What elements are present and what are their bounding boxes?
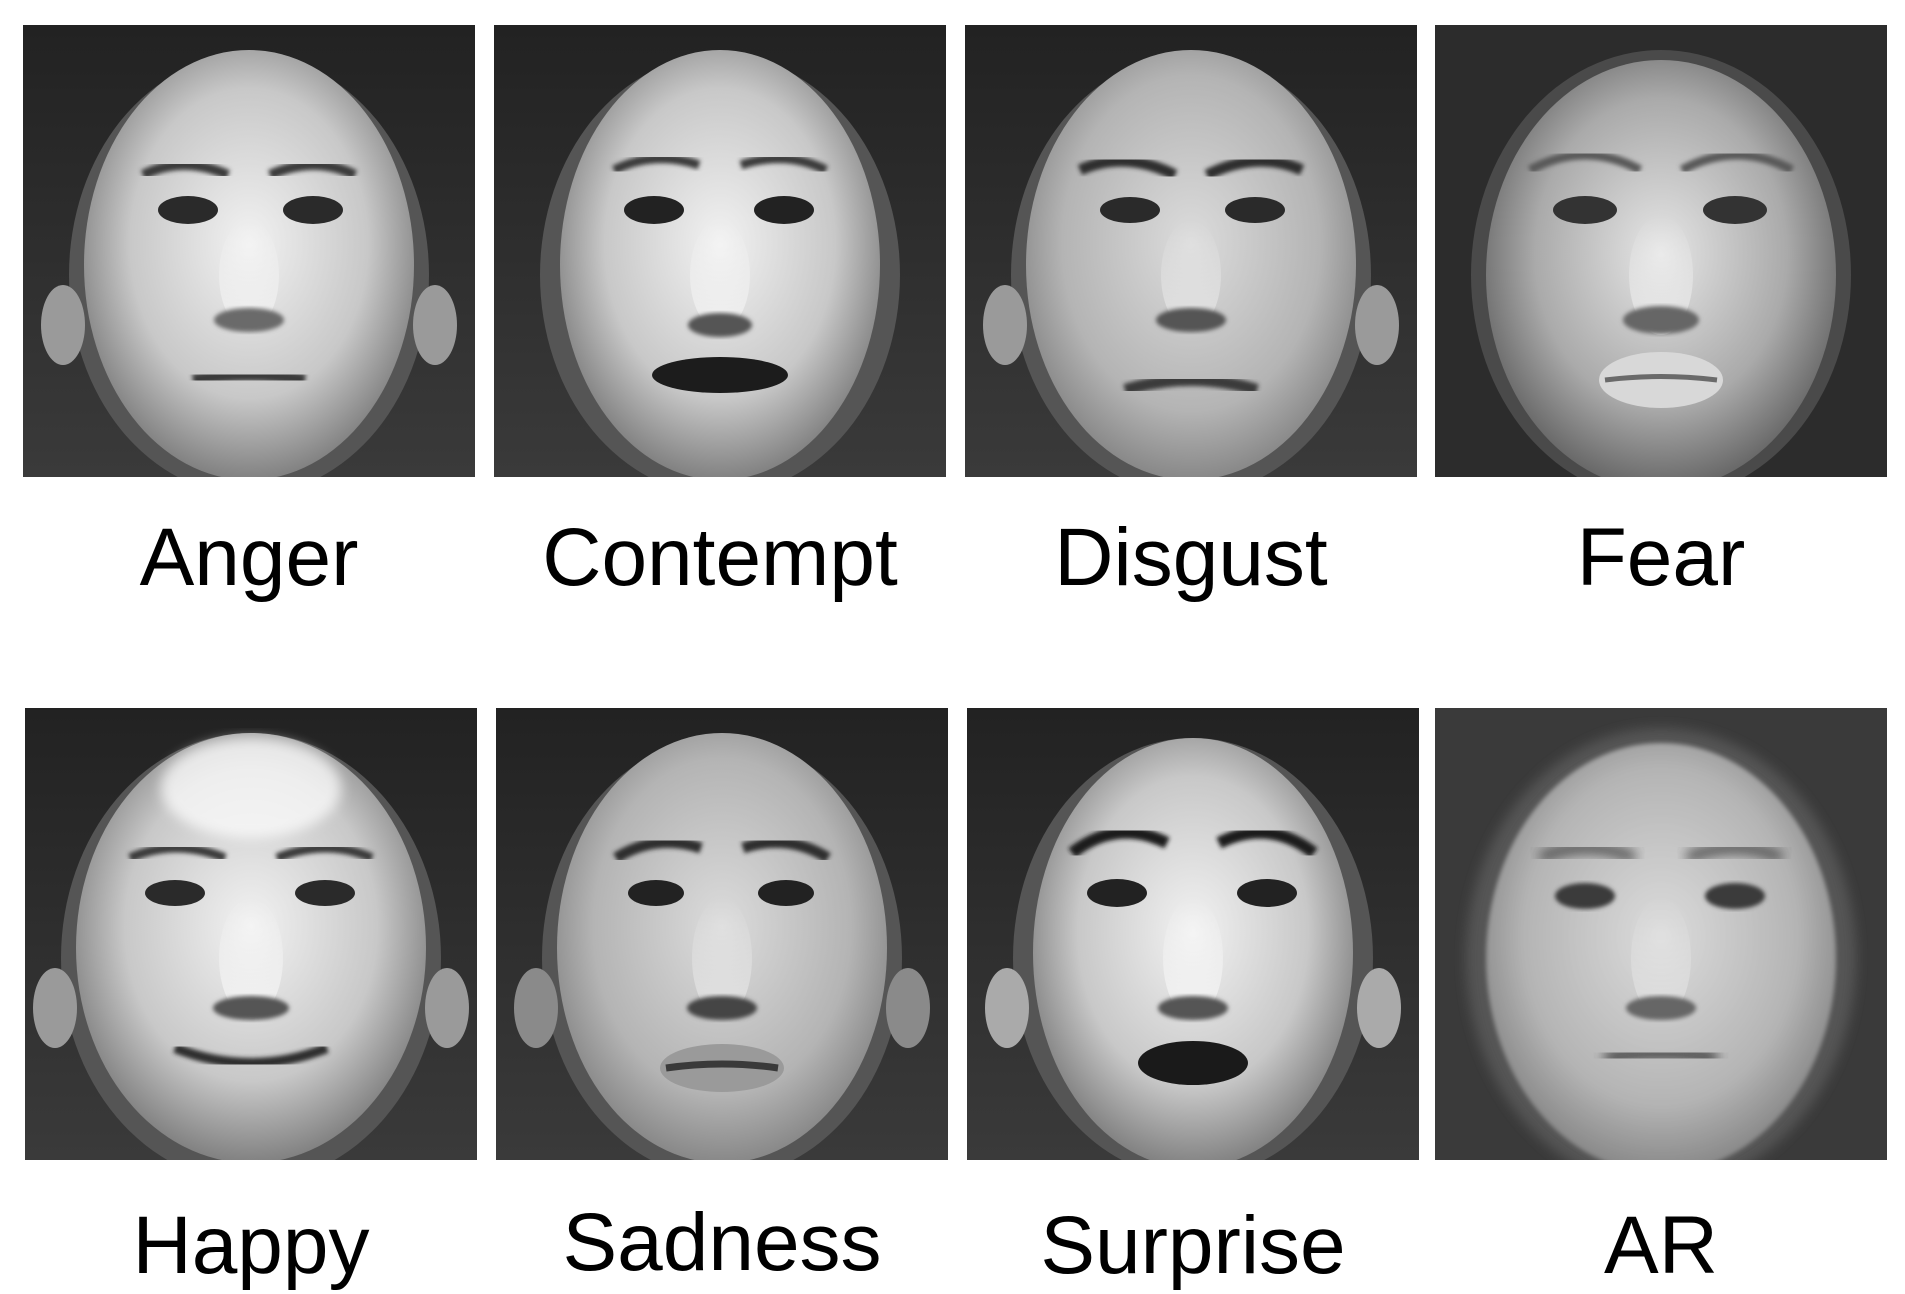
label-anger: Anger (139, 512, 359, 603)
face-image-disgust (965, 25, 1417, 477)
face-image-contempt (494, 25, 946, 477)
face-image-surprise (967, 708, 1419, 1160)
label-fear: Fear (1576, 512, 1746, 603)
label-sadness: Sadness (562, 1197, 882, 1288)
face-image-fear (1435, 25, 1887, 477)
label-happy: Happy (132, 1200, 370, 1291)
label-contempt: Contempt (542, 512, 898, 603)
label-ar: AR (1604, 1200, 1718, 1291)
label-disgust: Disgust (1054, 512, 1328, 603)
face-image-sadness (496, 708, 948, 1160)
face-image-anger (23, 25, 475, 477)
label-surprise: Surprise (1040, 1200, 1346, 1291)
face-image-happy (25, 708, 477, 1160)
face-image-ar (1435, 708, 1887, 1160)
